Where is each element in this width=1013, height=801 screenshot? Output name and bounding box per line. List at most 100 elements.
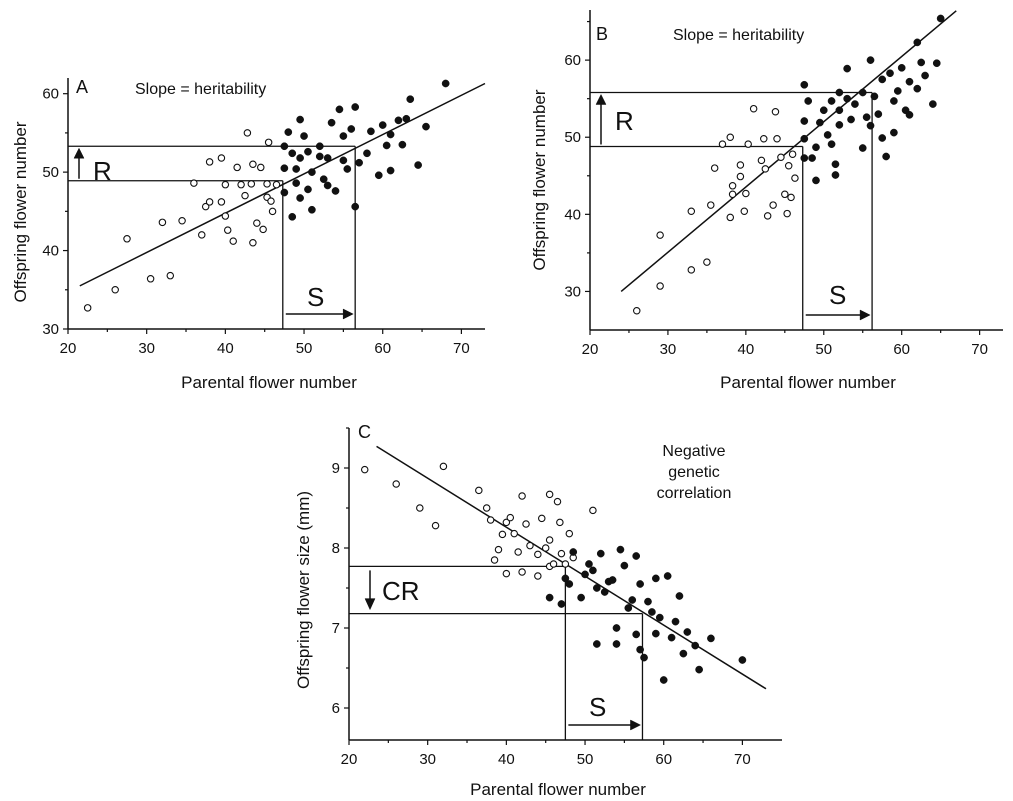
- filled-point-b: [819, 106, 828, 115]
- filled-point-c: [675, 592, 684, 600]
- filled-point-c: [592, 584, 601, 592]
- open-point-b: [736, 161, 745, 169]
- y-tick-label-a: 30: [42, 321, 59, 338]
- open-point-c: [502, 569, 511, 578]
- y-tick-label-b: 50: [564, 129, 581, 146]
- open-point-b: [728, 182, 737, 190]
- x-tick-label-c: 20: [341, 751, 358, 768]
- open-point-a: [259, 225, 267, 234]
- annotation-line-2: genetic: [668, 464, 720, 481]
- open-point-a: [237, 180, 245, 189]
- x-tick-label-b: 20: [582, 341, 599, 358]
- filled-point-b: [862, 113, 871, 122]
- open-point-c: [556, 518, 564, 527]
- open-point-b: [773, 135, 781, 143]
- filled-point-a: [339, 132, 348, 140]
- open-point-a: [178, 217, 186, 225]
- filled-point-b: [913, 38, 922, 47]
- filled-point-c: [608, 576, 617, 584]
- open-point-a: [217, 198, 226, 206]
- filled-point-b: [890, 97, 898, 105]
- filled-point-c: [577, 593, 585, 602]
- open-point-a: [221, 212, 230, 220]
- open-point-a: [223, 226, 232, 234]
- filled-point-c: [632, 552, 641, 560]
- open-point-c: [526, 541, 534, 550]
- filled-point-c: [691, 641, 700, 650]
- filled-point-a: [304, 185, 312, 194]
- open-point-b: [707, 201, 715, 209]
- x-axis-label-a: Parental flower number: [181, 373, 357, 392]
- filled-point-a: [304, 147, 312, 156]
- filled-point-c: [683, 628, 692, 636]
- filled-point-c: [651, 629, 660, 638]
- filled-point-a: [398, 140, 407, 149]
- x-tick-label-a: 70: [453, 340, 470, 357]
- filled-point-c: [628, 596, 637, 604]
- r-arrow-head-b: [595, 93, 607, 105]
- open-point-a: [111, 286, 119, 294]
- y-tick-label-a: 50: [42, 164, 59, 181]
- filled-point-b: [804, 97, 813, 105]
- filled-point-b: [886, 69, 894, 78]
- filled-point-b: [831, 160, 840, 169]
- filled-point-a: [292, 179, 301, 187]
- open-point-a: [253, 219, 261, 227]
- open-point-c: [475, 486, 483, 495]
- filled-point-b: [800, 80, 809, 89]
- filled-point-c: [620, 561, 629, 570]
- s-arrow-head-b: [859, 309, 871, 321]
- open-point-b: [781, 190, 789, 199]
- filled-point-a: [382, 141, 391, 150]
- open-point-c: [502, 518, 511, 527]
- filled-point-b: [882, 152, 890, 161]
- filled-point-a: [296, 194, 304, 202]
- open-point-a: [217, 154, 226, 162]
- x-tick-label-c: 60: [655, 751, 672, 768]
- open-point-c: [482, 504, 491, 512]
- regression-line-b: [620, 10, 957, 293]
- filled-point-c: [636, 645, 644, 654]
- open-point-c: [416, 504, 424, 512]
- x-tick-label-b: 40: [738, 341, 755, 358]
- filled-point-c: [545, 593, 554, 602]
- x-tick-label-a: 60: [374, 340, 391, 357]
- open-point-a: [272, 180, 281, 189]
- open-point-a: [249, 160, 257, 169]
- open-point-c: [557, 549, 566, 558]
- filled-point-c: [592, 640, 601, 648]
- selection-label-b: S: [829, 280, 846, 310]
- filled-point-a: [327, 118, 336, 127]
- filled-point-a: [335, 105, 344, 114]
- filled-point-b: [897, 63, 906, 72]
- filled-point-a: [363, 149, 371, 158]
- selection-label-a: S: [307, 282, 324, 312]
- filled-point-b: [812, 143, 820, 152]
- open-point-a: [221, 180, 230, 189]
- filled-point-c: [616, 545, 625, 554]
- filled-point-c: [663, 572, 672, 580]
- filled-point-c: [596, 549, 605, 558]
- filled-point-a: [331, 187, 340, 195]
- open-point-b: [787, 193, 795, 202]
- filled-point-a: [288, 149, 297, 158]
- filled-point-a: [355, 158, 363, 167]
- open-point-a: [268, 207, 277, 216]
- filled-point-a: [378, 121, 387, 129]
- open-point-b: [740, 207, 749, 216]
- filled-point-b: [812, 176, 820, 185]
- panel-letter-c: C: [358, 422, 371, 442]
- filled-point-c: [636, 580, 644, 588]
- open-point-b: [703, 258, 711, 266]
- y-tick-label-b: 40: [564, 206, 581, 223]
- open-point-a: [243, 129, 252, 137]
- open-point-c: [518, 568, 526, 576]
- cr-arrow-head: [364, 598, 376, 611]
- open-point-a: [257, 163, 265, 172]
- open-point-b: [710, 164, 719, 172]
- filled-point-c: [632, 630, 641, 639]
- open-point-c: [538, 514, 546, 523]
- x-tick-label-b: 70: [971, 341, 988, 358]
- filled-point-b: [866, 56, 875, 64]
